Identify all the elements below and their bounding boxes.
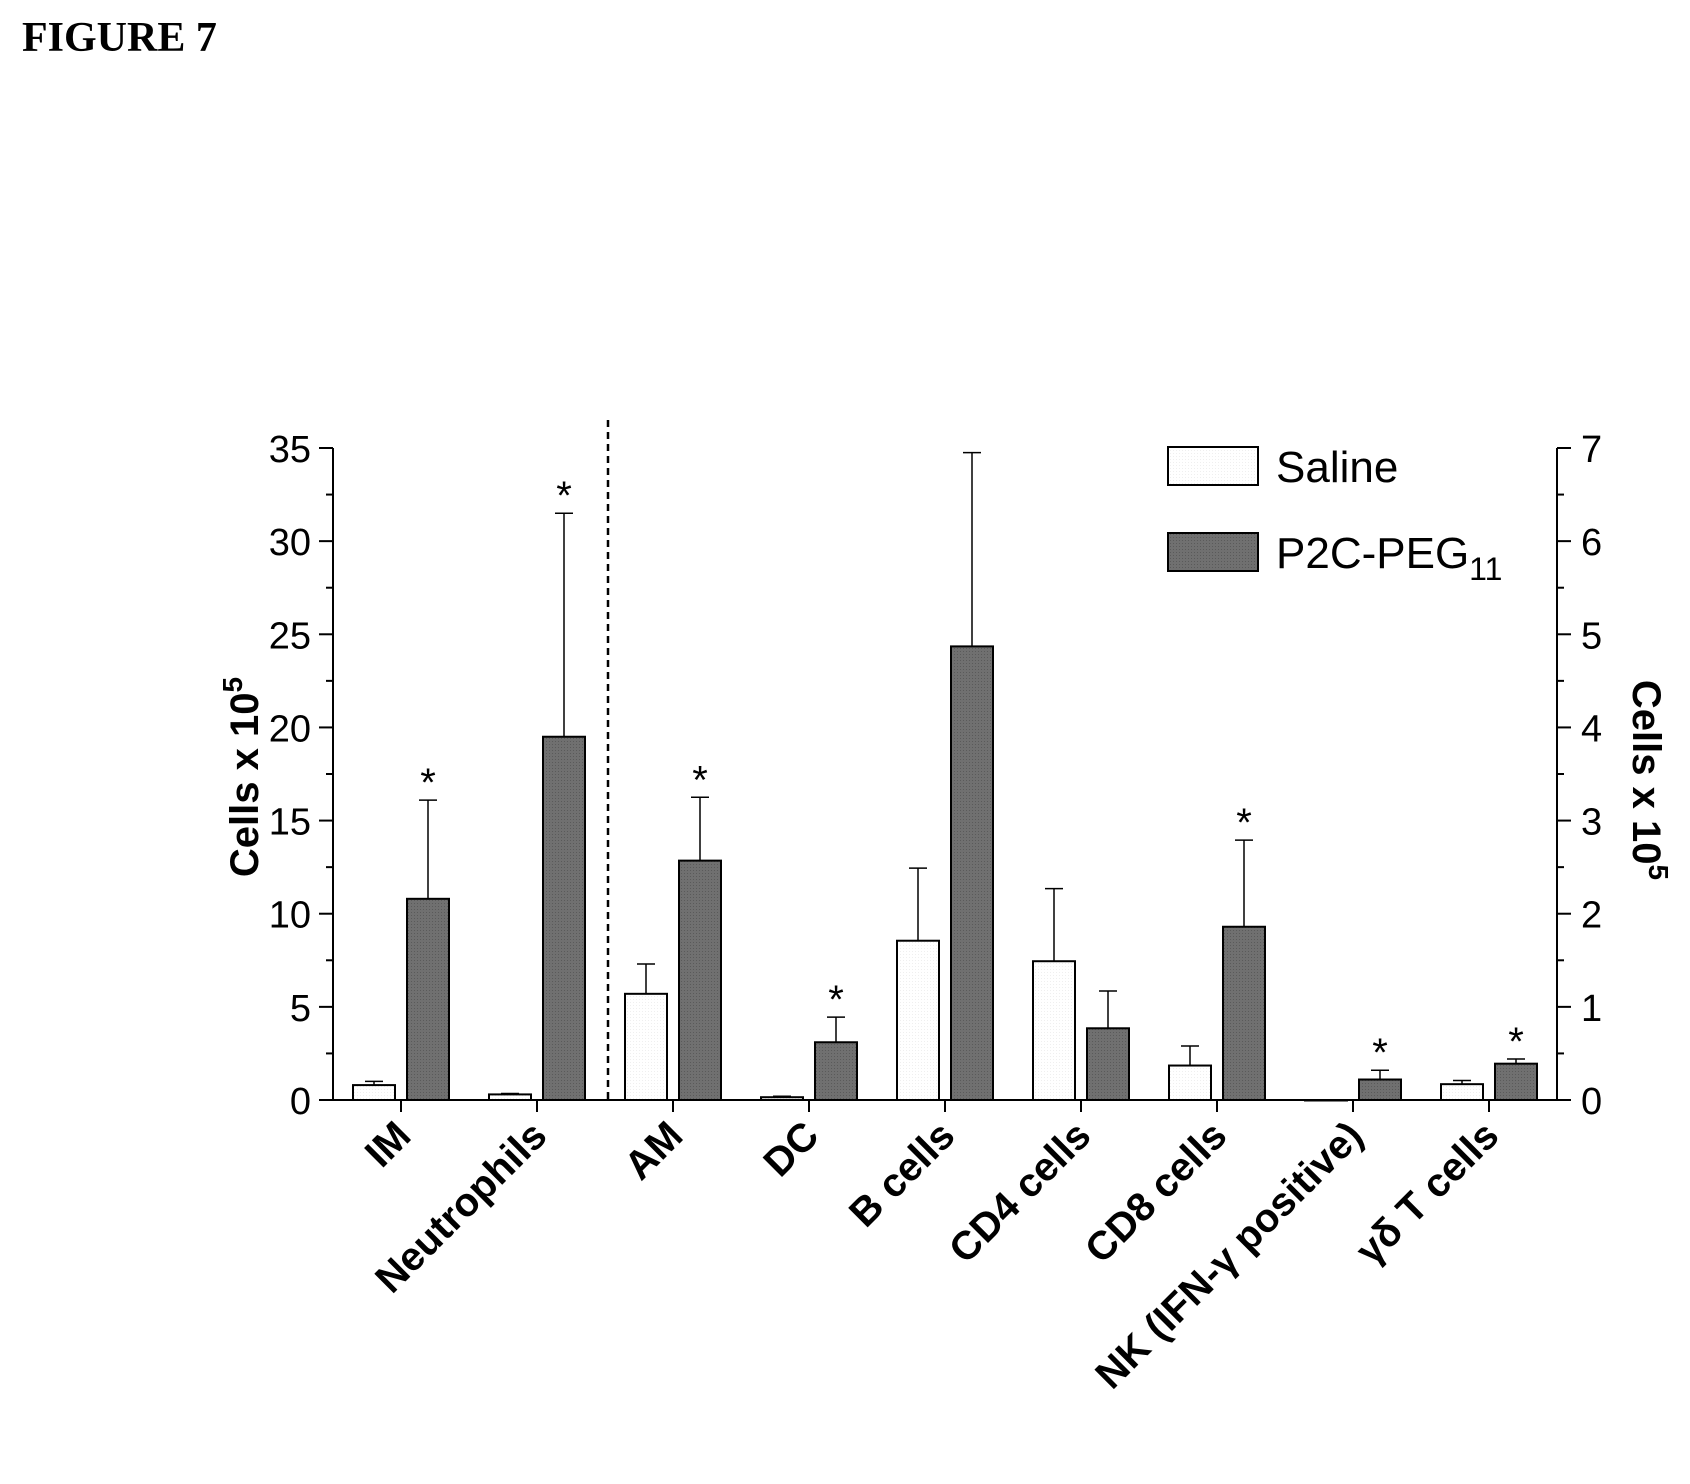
bar-saline xyxy=(896,939,940,1101)
left-axis-tick-label: 25 xyxy=(269,615,311,657)
bar-saline xyxy=(1440,1083,1484,1102)
bar-p2c-peg11 xyxy=(1358,1078,1402,1101)
legend: Saline P2C-PEG11 xyxy=(1167,443,1502,587)
significance-marker: * xyxy=(692,758,708,802)
right-axis-label: Cells x 105 xyxy=(1624,680,1674,880)
bar-p2c-peg11 xyxy=(678,859,722,1101)
bar-saline xyxy=(624,992,668,1101)
bar-p2c-peg11 xyxy=(814,1041,858,1102)
category-label: B cells xyxy=(841,1113,963,1235)
legend-swatch-p2c-peg11 xyxy=(1167,532,1259,572)
legend-label-p2c-peg11-text: P2C-PEG xyxy=(1276,529,1469,578)
bar-p2c-peg11 xyxy=(1494,1062,1538,1102)
category-label: AM xyxy=(616,1113,691,1188)
bar-saline xyxy=(1304,1099,1348,1102)
legend-label-p2c-peg11-subscript: 11 xyxy=(1469,551,1502,587)
left-axis-tick-label: 0 xyxy=(290,1081,311,1123)
bar-p2c-peg11 xyxy=(1222,925,1266,1101)
left-axis-label-text: Cells x 10 xyxy=(223,693,267,878)
right-axis-tick-label: 0 xyxy=(1581,1081,1602,1123)
axes: 0 5 10 15 20 25 30 35 0 1 2 3 4 5 6 7 xyxy=(269,420,1602,1123)
left-axis-tick-label: 10 xyxy=(269,895,311,937)
bar-p2c-peg11 xyxy=(542,735,586,1101)
bar-saline xyxy=(352,1084,396,1102)
bar-p2c-peg11 xyxy=(406,897,450,1101)
right-axis-tick-label: 6 xyxy=(1581,522,1602,564)
left-axis-tick-label: 5 xyxy=(290,988,311,1030)
legend-label-p2c-peg11: P2C-PEG11 xyxy=(1276,529,1502,587)
right-axis-label-text: Cells x 10 xyxy=(1624,680,1668,865)
category-label: IM xyxy=(357,1113,420,1176)
right-axis-tick-label: 1 xyxy=(1581,988,1602,1030)
significance-marker: * xyxy=(556,474,572,518)
significance-marker: * xyxy=(1372,1031,1388,1075)
right-axis-tick-label: 5 xyxy=(1581,615,1602,657)
bar-saline xyxy=(1168,1064,1212,1101)
category-label: CD4 cells xyxy=(941,1113,1099,1271)
bar-p2c-peg11 xyxy=(950,645,994,1101)
right-axis-tick-label: 2 xyxy=(1581,895,1602,937)
bar-saline xyxy=(760,1096,804,1101)
category-label: DC xyxy=(755,1113,827,1185)
left-axis-tick-label: 20 xyxy=(269,708,311,750)
significance-marker: * xyxy=(420,761,436,805)
bars: * * * * * * * xyxy=(352,451,1538,1102)
left-axis-label: Cells x 105 xyxy=(217,677,267,877)
right-axis-label-exponent: 5 xyxy=(1643,865,1674,881)
left-axis-tick-label: 15 xyxy=(269,802,311,844)
bar-p2c-peg11 xyxy=(1086,1027,1130,1102)
right-axis-tick-label: 7 xyxy=(1581,429,1602,471)
figure-label: FIGURE 7 xyxy=(22,15,217,61)
significance-marker: * xyxy=(1236,801,1252,845)
category-label: γδ T cells xyxy=(1347,1113,1507,1273)
left-axis-tick-label: 35 xyxy=(269,429,311,471)
left-axis-tick-label: 30 xyxy=(269,522,311,564)
category-label: NK (IFN-γ positive) xyxy=(1087,1113,1371,1397)
right-axis-tick-label: 3 xyxy=(1581,802,1602,844)
left-axis-label-exponent: 5 xyxy=(217,677,248,693)
legend-label-saline: Saline xyxy=(1276,443,1398,492)
bar-saline xyxy=(488,1093,532,1101)
significance-marker: * xyxy=(828,978,844,1022)
bar-saline xyxy=(1032,960,1076,1102)
right-axis-tick-label: 4 xyxy=(1581,708,1602,750)
legend-swatch-saline xyxy=(1167,446,1259,486)
significance-marker: * xyxy=(1508,1020,1524,1064)
